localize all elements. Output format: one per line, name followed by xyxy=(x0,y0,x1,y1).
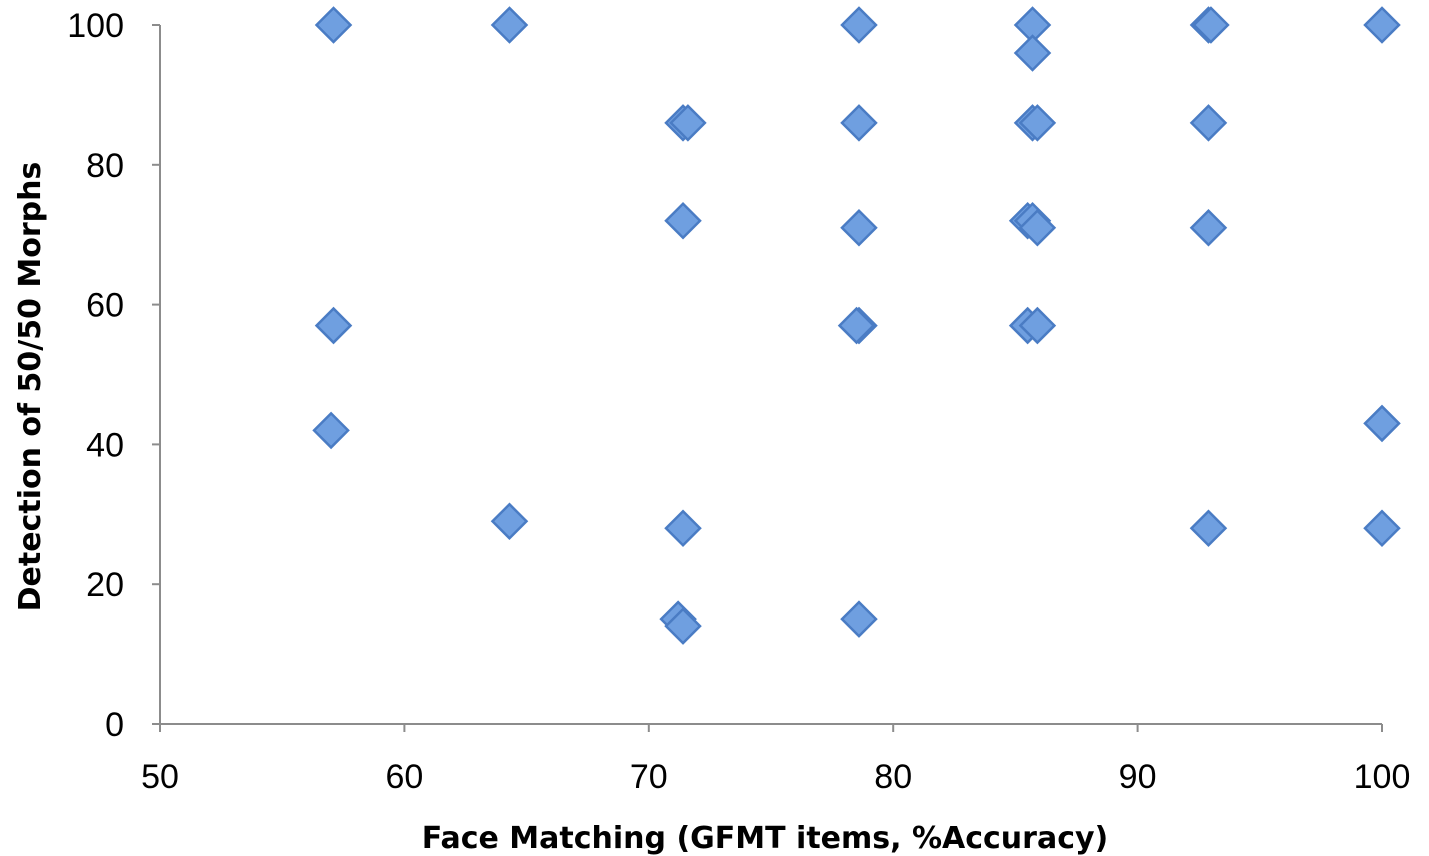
x-tick-label: 70 xyxy=(630,758,668,796)
scatter-point xyxy=(490,502,529,541)
scatter-point xyxy=(1189,208,1228,247)
x-tick-label: 60 xyxy=(385,758,423,796)
y-tick-label: 40 xyxy=(86,426,124,464)
y-tick-label: 20 xyxy=(86,566,124,604)
scatter-point xyxy=(490,6,529,44)
x-axis-title: Face Matching (GFMT items, %Accuracy) xyxy=(422,821,1109,856)
y-tick-label: 100 xyxy=(67,7,124,45)
y-tick-label: 80 xyxy=(86,147,124,185)
x-tick-label: 100 xyxy=(1354,758,1411,796)
axes xyxy=(159,25,1382,725)
scatter-point xyxy=(314,306,353,345)
scatter-point xyxy=(312,411,350,450)
y-axis-title: Detection of 50/50 Morphs xyxy=(13,162,48,612)
scatter-point xyxy=(1018,208,1057,247)
scatter-point xyxy=(840,600,878,638)
scatter-point xyxy=(1189,509,1228,548)
ticks: 0 20 40 60 80 100 50 60 70 80 90 100 xyxy=(67,7,1410,796)
scatter-point xyxy=(1192,6,1230,44)
scatter-point xyxy=(1018,306,1057,345)
scatter-point xyxy=(840,208,878,247)
scatter-point xyxy=(664,607,702,645)
scatter-point xyxy=(314,6,353,44)
scatter-point xyxy=(837,306,876,345)
scatter-point xyxy=(840,6,878,44)
x-tick-label: 50 xyxy=(141,758,179,796)
y-tick-label: 0 xyxy=(105,706,124,744)
scatter-point xyxy=(1363,509,1401,548)
x-tick-label: 90 xyxy=(1119,758,1157,796)
scatter-point xyxy=(664,201,702,240)
scatter-point xyxy=(669,104,707,142)
y-tick-label: 60 xyxy=(86,287,124,325)
scatter-point xyxy=(1363,6,1401,44)
scatter-point xyxy=(1189,104,1228,142)
scatter-point xyxy=(840,104,878,142)
scatter-point xyxy=(1013,34,1052,72)
scatter-point xyxy=(1018,104,1057,142)
data-points xyxy=(312,6,1401,645)
scatter-point xyxy=(664,509,702,548)
x-tick-label: 80 xyxy=(874,758,912,796)
scatter-point xyxy=(1363,404,1401,443)
